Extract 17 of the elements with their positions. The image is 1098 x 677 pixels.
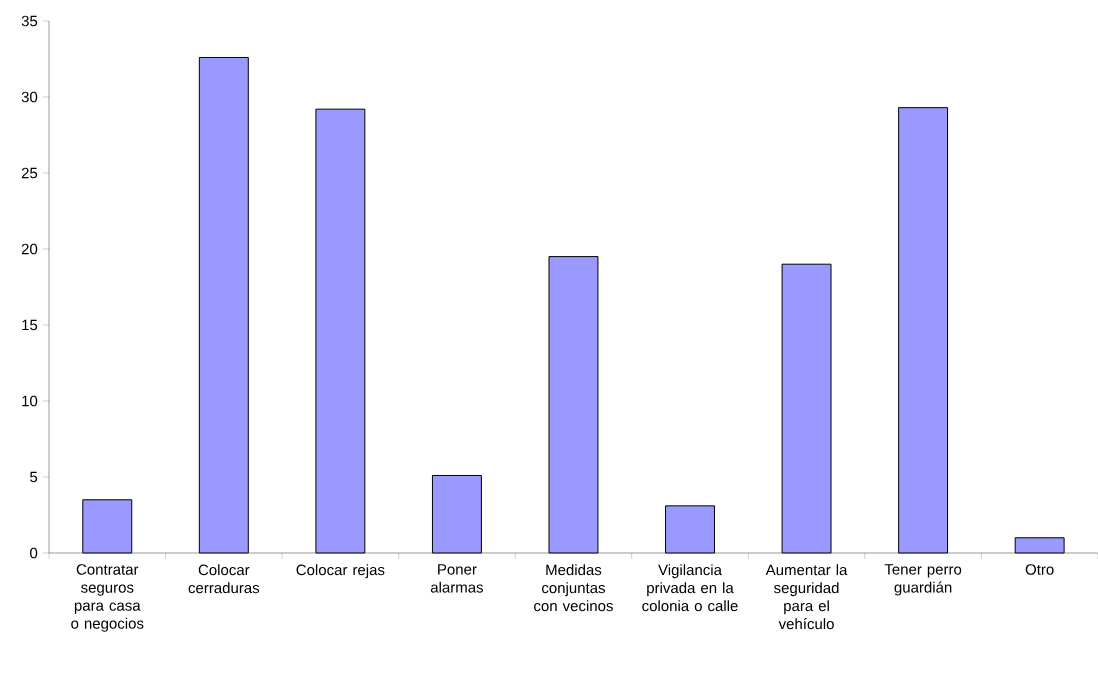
x-tick-label: Poner alarmas bbox=[430, 564, 484, 593]
y-tick-label: 35 bbox=[21, 15, 38, 27]
y-tick-label: 25 bbox=[21, 167, 38, 179]
x-tick-label: Colocar cerraduras bbox=[188, 564, 260, 594]
x-tick-label: Tener perro guardián bbox=[884, 564, 962, 596]
y-tick-label: 15 bbox=[22, 319, 38, 331]
x-tick-label: Medidas conjuntas con vecinos bbox=[534, 564, 613, 612]
y-tick-label: 5 bbox=[30, 471, 38, 483]
x-tick-label: Contratar seguros para casa o negocios bbox=[71, 564, 144, 632]
y-tick-label: 10 bbox=[22, 395, 38, 407]
x-tick-label: Aumentar la seguridad para el vehículo bbox=[765, 564, 848, 630]
y-tick-label: 30 bbox=[21, 91, 38, 103]
y-tick-label: 20 bbox=[21, 243, 38, 255]
x-tick-label: Colocar rejas bbox=[296, 564, 385, 579]
y-tick-label: 0 bbox=[30, 547, 38, 559]
x-tick-label: Otro bbox=[1025, 564, 1054, 575]
x-tick-label: Vigilancia privada en la colonia o calle bbox=[642, 564, 738, 612]
